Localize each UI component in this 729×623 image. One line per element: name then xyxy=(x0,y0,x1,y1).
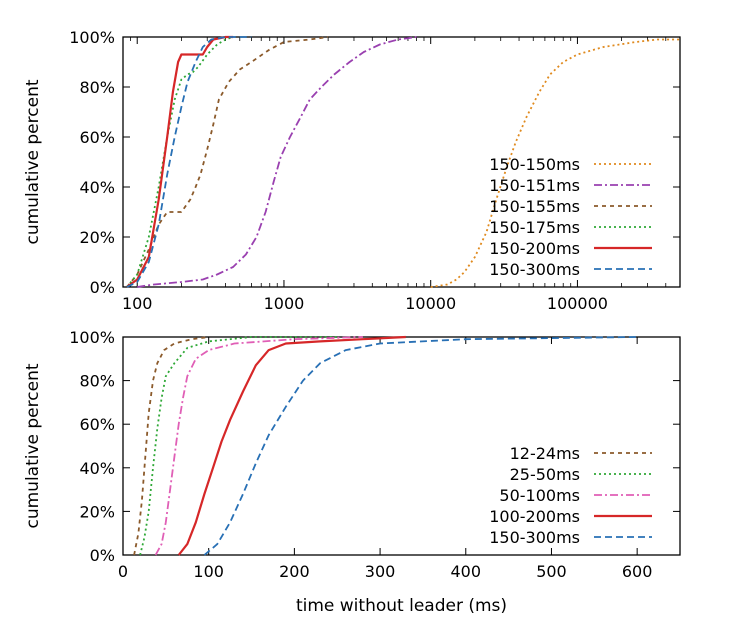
legend-label: 150-155ms xyxy=(489,197,580,216)
series-line-25-50ms xyxy=(139,336,338,556)
x-tick-label: 1000 xyxy=(264,294,305,313)
y-tick-label: 60% xyxy=(79,415,115,434)
legend-label: 100-200ms xyxy=(489,507,580,526)
series-line-150-150ms xyxy=(430,38,680,288)
y-tick-label: 100% xyxy=(69,28,115,47)
legend-label: 150-151ms xyxy=(489,176,580,195)
x-tick-label: 10000 xyxy=(405,294,456,313)
y-tick-label: 20% xyxy=(79,228,115,247)
series-line-150-200ms xyxy=(126,35,234,288)
plot-frame xyxy=(122,36,681,288)
series-line-150-151ms xyxy=(137,36,417,288)
y-tick-label: 60% xyxy=(79,128,115,147)
x-tick-label: 300 xyxy=(365,562,396,581)
x-tick-label: 100000 xyxy=(547,294,608,313)
y-tick-label: 40% xyxy=(79,459,115,478)
series-line-150-300ms xyxy=(203,336,638,556)
series-line-12-24ms xyxy=(133,336,209,556)
x-tick-label: 0 xyxy=(118,562,128,581)
x-tick-label: 100 xyxy=(193,562,224,581)
y-tick-label: 20% xyxy=(79,502,115,521)
x-axis-label: time without leader (ms) xyxy=(296,596,507,616)
legend-label: 150-200ms xyxy=(489,239,580,258)
plot-frame xyxy=(122,336,681,556)
legend-label: 150-300ms xyxy=(489,528,580,547)
legend-label: 12-24ms xyxy=(510,444,580,463)
y-tick-label: 80% xyxy=(79,78,115,97)
bottom-chart: 0% 20% 40% 60% 80% 100% 0 100 200 300 400 500 600 cum… xyxy=(23,328,681,616)
y-tick-label: 40% xyxy=(79,178,115,197)
x-tick-label: 400 xyxy=(450,562,481,581)
y-axis-label: cumulative percent xyxy=(23,79,43,244)
series-line-150-175ms xyxy=(126,36,234,288)
y-tick-label: 80% xyxy=(79,372,115,391)
legend-label: 150-175ms xyxy=(489,218,580,237)
legend-label: 150-150ms xyxy=(489,155,580,174)
y-tick-label: 0% xyxy=(90,546,115,565)
series-line-150-155ms xyxy=(126,36,329,288)
y-tick-label: 0% xyxy=(90,278,115,297)
x-tick-label: 500 xyxy=(536,562,567,581)
y-tick-label: 100% xyxy=(69,328,115,347)
legend-label: 150-300ms xyxy=(489,260,580,279)
series-line-100-200ms xyxy=(177,335,406,556)
top-chart: 0% 20% 40% 60% 80% 100% 100 1000 10000 100000 cumu… xyxy=(23,28,681,313)
series-line-50-100ms xyxy=(154,336,363,556)
legend-label: 25-50ms xyxy=(510,465,580,484)
x-tick-label: 100 xyxy=(122,294,153,313)
x-tick-label: 200 xyxy=(279,562,310,581)
series-line-150-300ms xyxy=(126,36,252,288)
legend-label: 50-100ms xyxy=(499,486,580,505)
y-axis-label: cumulative percent xyxy=(23,363,43,528)
x-tick-label: 600 xyxy=(622,562,653,581)
